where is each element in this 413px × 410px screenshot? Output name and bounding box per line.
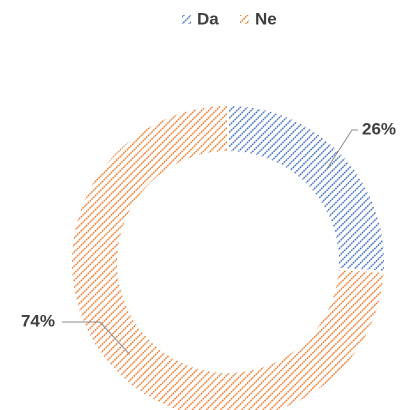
leader-line xyxy=(62,321,130,355)
slice xyxy=(70,103,386,410)
legend-label: Da xyxy=(197,9,219,28)
data-label: 26% xyxy=(362,119,396,138)
legend-label: Ne xyxy=(255,9,277,28)
legend-swatch xyxy=(182,15,191,24)
legend-swatch xyxy=(240,15,249,24)
leader-line xyxy=(325,129,358,170)
data-label: 74% xyxy=(21,311,55,330)
